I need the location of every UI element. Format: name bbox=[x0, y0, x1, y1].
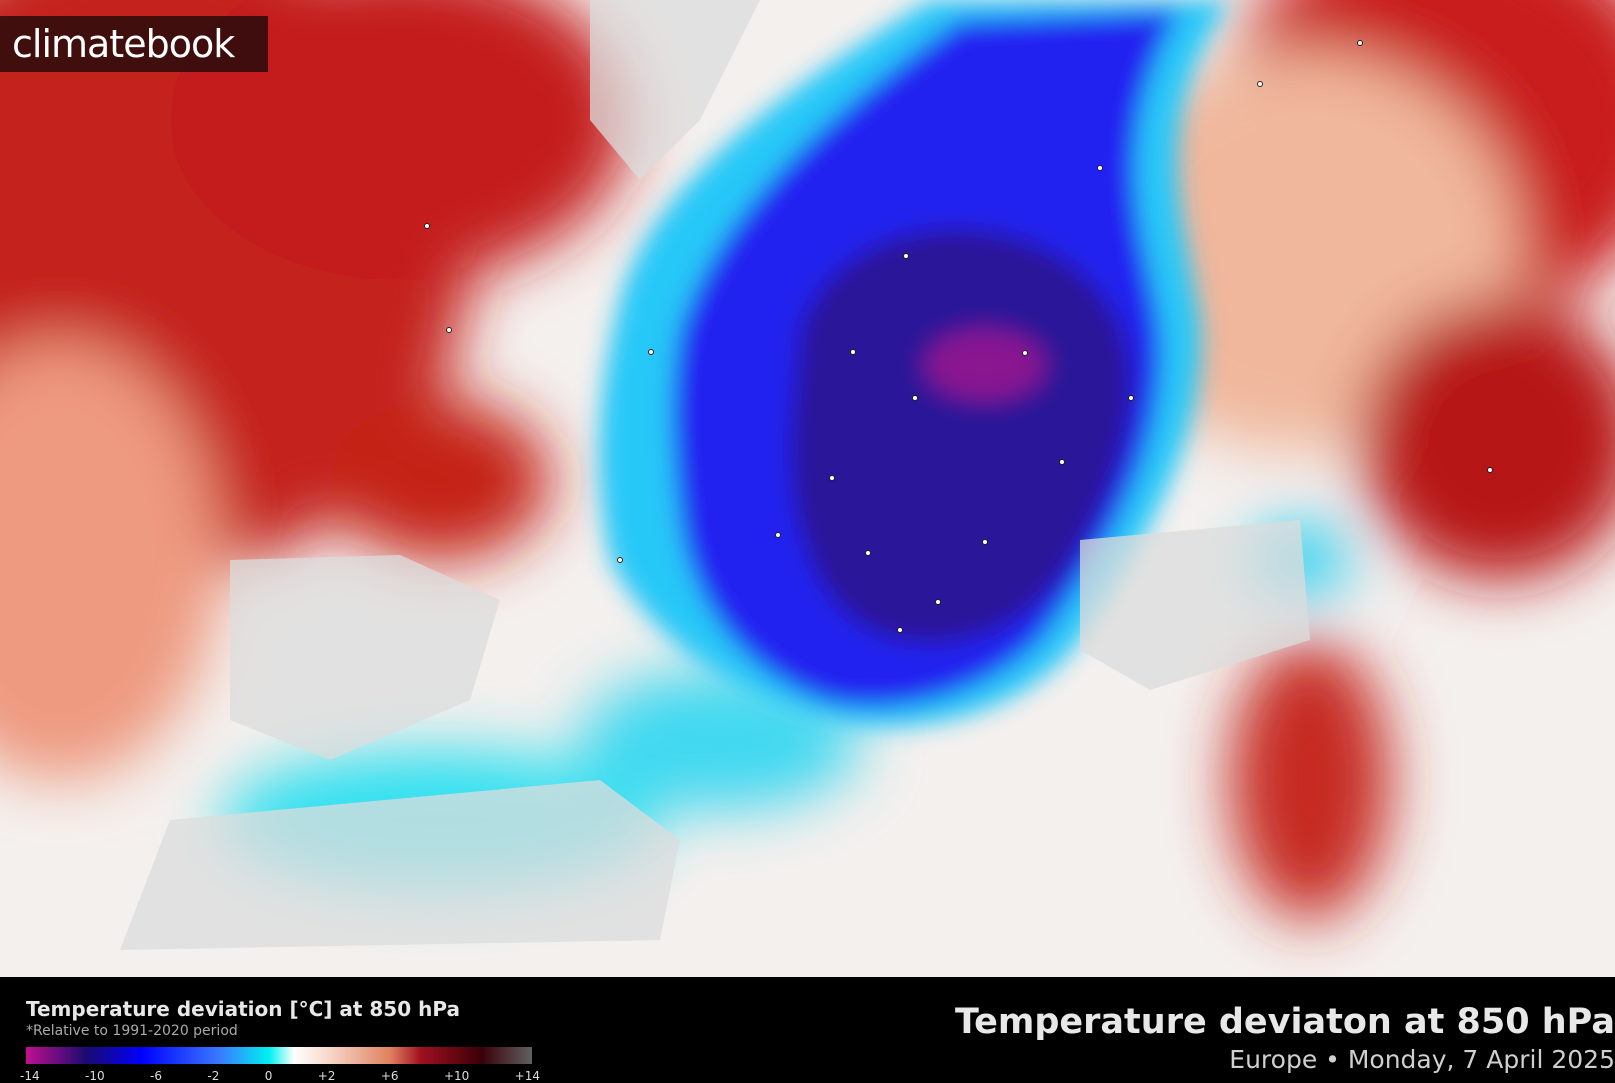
legend-tick: 0 bbox=[264, 1069, 273, 1083]
legend-tick: -6 bbox=[150, 1069, 162, 1083]
temperature-anomaly-map: climatebook bbox=[0, 0, 1615, 977]
legend-tick: +14 bbox=[514, 1069, 540, 1083]
legend-colorbar bbox=[26, 1047, 532, 1064]
cold-anomaly bbox=[599, 0, 1230, 728]
legend-tick: +10 bbox=[443, 1069, 470, 1083]
map-layers bbox=[0, 0, 1615, 950]
legend-tick: +2 bbox=[317, 1069, 336, 1083]
land-relief bbox=[120, 0, 1310, 950]
legend-tick: +6 bbox=[380, 1069, 399, 1083]
legend-tick: -2 bbox=[207, 1069, 220, 1083]
footer: Temperature deviation [°C] at 850 hPa *R… bbox=[0, 977, 1615, 1083]
legend-title: Temperature deviation [°C] at 850 hPa bbox=[26, 997, 460, 1021]
legend-ticks: -14 -10 -6 -2 0 +2 +6 +10 +14 bbox=[20, 1069, 540, 1083]
climatebook-logo: climatebook bbox=[0, 16, 268, 72]
city-markers bbox=[424, 40, 1493, 633]
map-subtitle: Europe • Monday, 7 April 2025 bbox=[1229, 1045, 1615, 1074]
legend-tick: -10 bbox=[85, 1069, 105, 1083]
legend-subtitle: *Relative to 1991-2020 period bbox=[26, 1023, 238, 1039]
legend-tick: -14 bbox=[20, 1069, 40, 1083]
map-title: Temperature deviaton at 850 hPa bbox=[954, 1002, 1615, 1042]
